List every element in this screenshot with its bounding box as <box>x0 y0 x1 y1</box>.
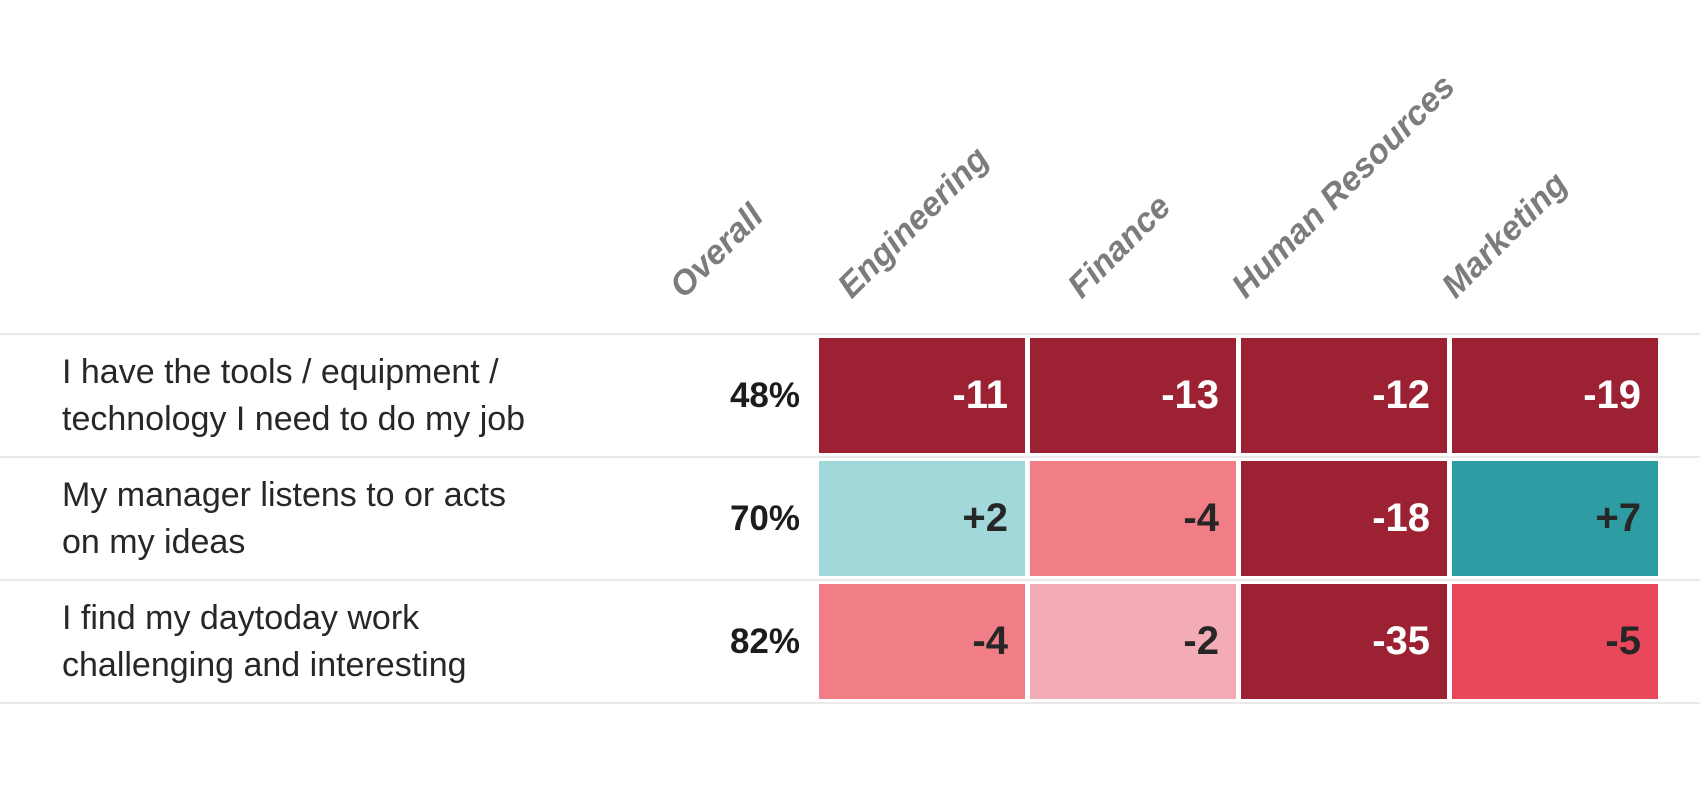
heat-cell-marketing[interactable]: -5 <box>1452 584 1658 699</box>
heat-cell-engineering[interactable]: -4 <box>819 584 1025 699</box>
column-header-finance: Finance <box>1060 187 1179 306</box>
column-header-overall: Overall <box>662 196 771 306</box>
question-line-1: I have the tools / equipment / <box>62 352 499 391</box>
heat-cell-human-resources[interactable]: -12 <box>1241 338 1447 453</box>
table-row: I have the tools / equipment / technolog… <box>0 333 1700 456</box>
table-row: I find my daytoday work challenging and … <box>0 579 1700 704</box>
heat-cell-engineering[interactable]: -11 <box>819 338 1025 453</box>
heat-cell-finance[interactable]: -2 <box>1030 584 1236 699</box>
column-header-marketing: Marketing <box>1434 164 1575 306</box>
heat-cell-engineering[interactable]: +2 <box>819 461 1025 576</box>
heat-cell-finance[interactable]: -13 <box>1030 338 1236 453</box>
overall-score: 48% <box>729 375 800 415</box>
column-header-human-resources: Human Resources <box>1224 67 1463 306</box>
table-row: My manager listens to or acts on my idea… <box>0 456 1700 579</box>
overall-score: 82% <box>729 621 800 661</box>
heat-cell-finance[interactable]: -4 <box>1030 461 1236 576</box>
column-gap <box>800 458 819 579</box>
column-header-engineering: Engineering <box>830 139 997 306</box>
overall-score: 70% <box>729 498 800 538</box>
question-line-1: My manager listens to or acts <box>62 475 507 514</box>
column-gap <box>800 581 819 702</box>
question-line-2: on my ideas <box>62 522 246 561</box>
heat-cell-marketing[interactable]: -19 <box>1452 338 1658 453</box>
heat-cell-marketing[interactable]: +7 <box>1452 461 1658 576</box>
survey-heatmap-table: I have the tools / equipment / technolog… <box>0 333 1700 704</box>
question-label: I have the tools / equipment / technolog… <box>0 335 560 456</box>
column-gap <box>800 335 819 456</box>
question-line-2: technology I need to do my job <box>62 399 526 438</box>
heat-cell-human-resources[interactable]: -35 <box>1241 584 1447 699</box>
question-line-2: challenging and interesting <box>62 645 467 684</box>
question-label: My manager listens to or acts on my idea… <box>0 458 560 579</box>
question-line-1: I find my daytoday work <box>62 598 420 637</box>
question-label: I find my daytoday work challenging and … <box>0 581 560 702</box>
heat-cell-human-resources[interactable]: -18 <box>1241 461 1447 576</box>
